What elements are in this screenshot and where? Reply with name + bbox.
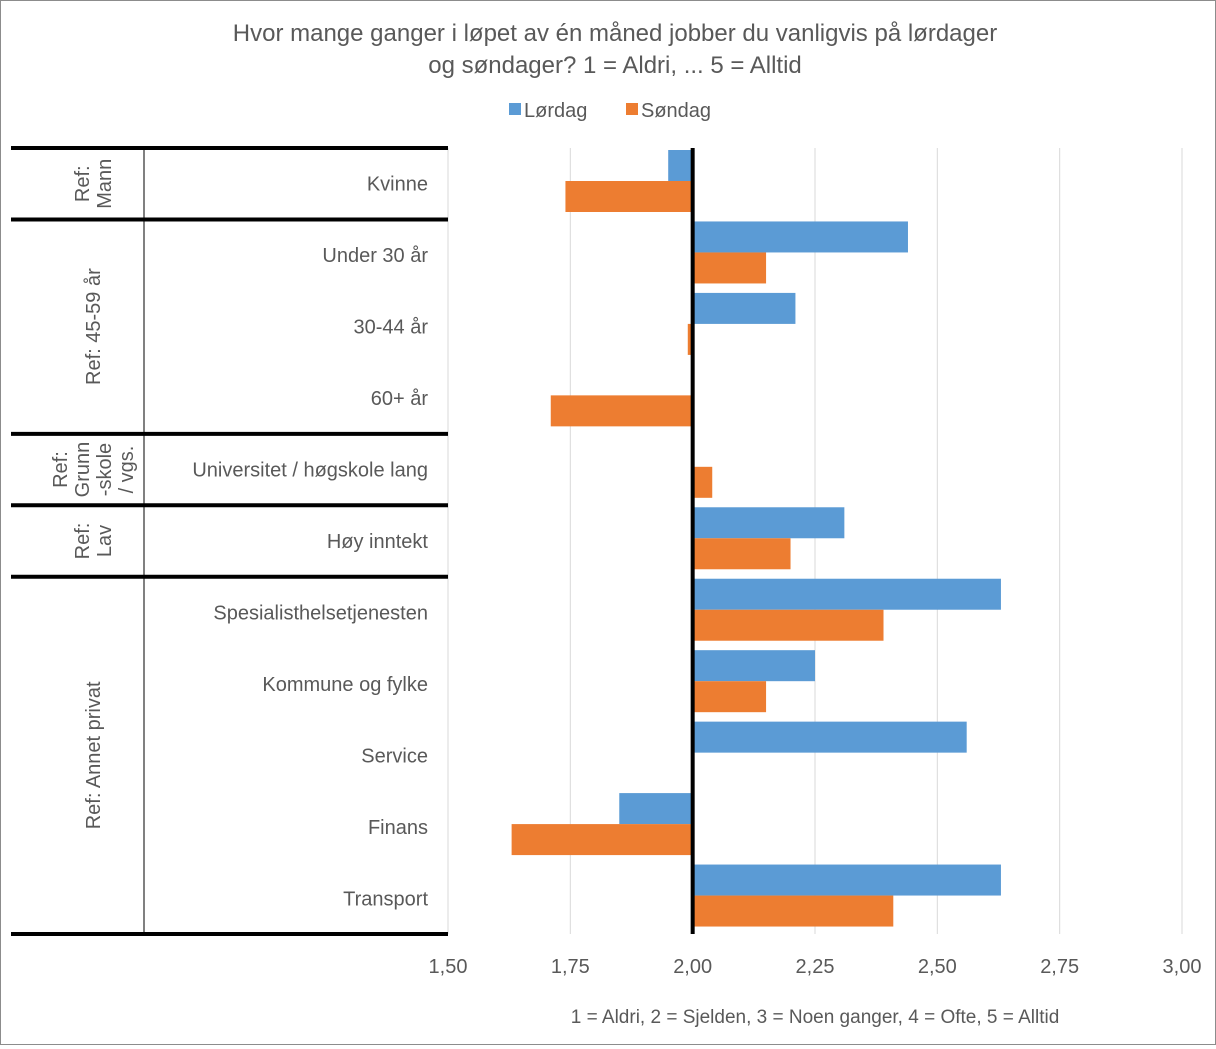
category-label: Under 30 år [322,245,428,267]
bar-lordag [619,793,693,825]
chart-title: Hvor mange ganger i løpet av én måned jo… [233,20,997,79]
bar-sondag [550,395,693,427]
bar-lordag [692,221,908,253]
group-label: Ref:Mann [72,159,116,209]
category-label: 30-44 år [354,317,429,339]
legend-label: Lørdag [524,100,587,122]
x-tick-label: 2,25 [796,956,835,978]
bar-sondag [692,609,884,641]
category-label: Finans [368,817,428,839]
group-label-line: Grunn [72,442,94,498]
group-label-line: Ref: Annet privat [83,681,105,829]
category-label: Høy inntekt [327,531,429,553]
bar-sondag [692,252,767,284]
bar-sondag [692,895,894,927]
category-label: Universitet / høgskole lang [192,460,428,482]
group-label-line: Lav [94,525,116,557]
group-label: Ref:Grunn-skole/ vgs. [50,442,138,498]
group-label: Ref: 45-59 år [83,268,105,385]
category-label: Kvinne [367,174,428,196]
category-label: Transport [343,888,428,910]
category-label: Spesialisthelsetjenesten [213,602,428,624]
x-axis: 1,50 1,75 2,00 2,25 2,50 2,75 3,00 1 = Aldri, 2… [429,956,1202,1028]
title-line: og søndager? 1 = Aldri, ... 5 = Alltid [428,52,802,79]
bar-sondag [692,681,767,713]
x-tick-label: 2,50 [918,956,957,978]
bar-sondag [692,538,791,570]
group-label: Ref:Lav [72,523,116,560]
x-axis-title: 1 = Aldri, 2 = Sjelden, 3 = Noen ganger,… [571,1007,1060,1028]
gridlines [447,148,1183,934]
bar-lordag [692,721,967,753]
bar-sondag [511,824,693,856]
bar-lordag [692,292,796,324]
bar-lordag [692,578,1001,610]
bar-sondag [692,466,713,498]
legend-label: Søndag [641,100,711,122]
x-tick-label: 1,50 [429,956,468,978]
group-label-line: Ref: [50,451,72,488]
category-label: Service [361,745,428,767]
group-label-line: / vgs. [116,446,138,494]
group-label-line: -skole [94,443,116,496]
bar-sondag [565,181,693,212]
group-label-line: Ref: [72,165,94,202]
bar-lordag [692,864,1001,896]
group-label-line: Ref: [72,523,94,560]
x-tick-label: 2,75 [1040,956,1079,978]
bar-sondag [687,323,693,355]
category-label: 60+ år [371,388,429,410]
bar-lordag [692,650,815,682]
x-tick-label: 2,00 [673,956,712,978]
title-line: Hvor mange ganger i løpet av én måned jo… [233,20,997,47]
legend-swatch [509,103,521,115]
legend: Lørdag Søndag [509,100,711,122]
group-label-line: Ref: 45-59 år [83,268,105,385]
group-label-line: Mann [94,159,116,209]
bar-lordag [692,507,845,539]
x-tick-label: 3,00 [1163,956,1202,978]
category-label: Kommune og fylke [262,674,428,696]
group-label: Ref: Annet privat [83,681,105,829]
bar-lordag [668,150,693,181]
bars [511,148,1001,934]
legend-swatch [626,103,638,115]
x-tick-label: 1,75 [551,956,590,978]
